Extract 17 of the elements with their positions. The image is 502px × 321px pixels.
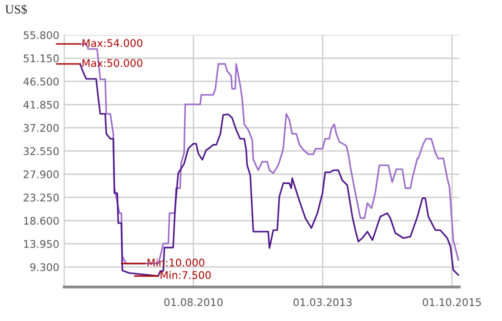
y-tick-label: 18.600 (24, 216, 59, 225)
y-tick-label: 37.200 (24, 124, 59, 132)
x-tick-label: 01.03.2013 (293, 298, 352, 306)
y-tick-label: 41.850 (23, 100, 59, 109)
x-tick-label: 01.08.2010 (164, 298, 223, 306)
y-tick-label: 27.900 (24, 170, 59, 178)
y-axis-title: US$ (5, 4, 27, 14)
y-tick-label: 46.500 (23, 78, 59, 86)
y-tick-label: 32.550 (24, 147, 59, 156)
y-tick-label: 13.950 (24, 240, 59, 248)
y-tick-label: 9.300 (30, 263, 59, 272)
y-tick-label: 51.150 (24, 54, 59, 62)
y-tick-label: 23.250 (24, 194, 59, 202)
annotation: Max:54.000 (82, 39, 142, 47)
x-tick-label: 01.10.2015 (422, 298, 481, 306)
y-tick-label: 55.800 (24, 31, 59, 40)
annotation: Min:7.500 (160, 270, 211, 280)
